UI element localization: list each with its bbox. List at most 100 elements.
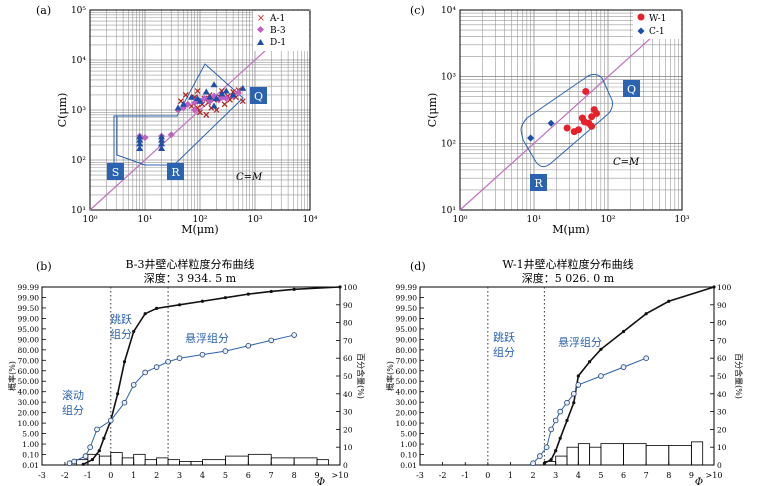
probability-point xyxy=(530,460,536,467)
legend-item-d1: D-1 xyxy=(270,38,286,48)
left-tick-label: 99.00 xyxy=(18,314,40,323)
histogram-bar xyxy=(316,459,329,466)
panel-label-d: (d) xyxy=(410,260,426,273)
point-W-1 xyxy=(563,124,571,132)
probability-point xyxy=(165,358,171,365)
probability-point xyxy=(548,426,554,433)
point-W-1 xyxy=(580,118,588,126)
y-tick-label: 10¹ xyxy=(71,206,86,216)
histogram-d xyxy=(543,441,704,466)
point-C-1 xyxy=(527,134,535,142)
y-tick-label: 10² xyxy=(71,156,86,166)
probability-point xyxy=(94,426,100,433)
point-D-1 xyxy=(239,84,247,91)
y-tick-label: 10¹ xyxy=(441,206,456,216)
boundary-c xyxy=(520,73,613,168)
right-tick-label: 70 xyxy=(343,336,353,345)
right-tick-label: 90 xyxy=(717,301,727,310)
ylabel-right-b: 百分含量(%) xyxy=(356,353,366,399)
y-tick-label: 10⁴ xyxy=(441,6,456,16)
title-d: W-1井壁心样粒度分布曲线 xyxy=(502,257,633,271)
histogram-bar xyxy=(98,455,112,466)
histogram-bar xyxy=(577,443,591,466)
histogram-bar xyxy=(566,446,579,466)
right-tick-label: 90 xyxy=(343,301,353,310)
left-tick-label: 99.90 xyxy=(18,293,40,302)
histogram-bar xyxy=(589,446,602,466)
probability-point xyxy=(71,458,77,465)
probability-point xyxy=(121,399,128,406)
point-D-1 xyxy=(187,93,195,100)
panel-b: (b) B-3井壁心样粒度分布曲线 深度：3 934. 5 m 0.010.10… xyxy=(7,257,366,486)
histogram-bar xyxy=(645,445,670,466)
x-tick-label: 10³ xyxy=(247,215,262,225)
right-tick-label: 100 xyxy=(717,283,732,292)
plot-frame xyxy=(419,286,715,466)
xlabel-c: M(μm) xyxy=(552,223,589,236)
ylabel-c: C(μm) xyxy=(426,93,439,128)
histogram-bar xyxy=(202,459,226,466)
left-tick-label: 99.50 xyxy=(396,304,418,313)
x-tick-label: 2 xyxy=(531,471,536,480)
point-D-1 xyxy=(136,144,144,151)
cumulative-point xyxy=(155,306,159,310)
point-A-1 xyxy=(239,98,246,105)
panel-label-b: (b) xyxy=(36,260,52,273)
probability-fit-line xyxy=(69,334,295,464)
x-tick-label: 1 xyxy=(131,471,136,480)
left-tick-label: 0.01 xyxy=(400,461,417,470)
cumulative-point xyxy=(588,360,592,364)
points-a xyxy=(136,81,247,151)
point-D-1 xyxy=(179,100,187,107)
cumulative-point xyxy=(542,461,546,465)
cumulative-point xyxy=(565,418,569,423)
x-tick-label: 2 xyxy=(154,471,159,480)
title-b: B-3井壁心样粒度分布曲线 xyxy=(125,257,254,271)
left-tick-label: 95.00 xyxy=(18,325,40,334)
histogram-bar xyxy=(133,453,146,466)
probability-point xyxy=(87,444,93,451)
histogram-bar xyxy=(110,452,123,466)
probability-point xyxy=(199,351,206,358)
x-tick-label: -1 xyxy=(461,471,469,480)
left-tick-label: 60.00 xyxy=(18,367,40,376)
svg-text:×: × xyxy=(257,13,265,24)
cumulative-point xyxy=(97,449,101,453)
point-A-1 xyxy=(182,92,189,98)
cumulative-point xyxy=(549,458,553,462)
frame-c xyxy=(459,9,683,211)
ylabel-a: C(μm) xyxy=(56,93,69,128)
histogram-bar xyxy=(270,457,295,466)
cumulative-point xyxy=(292,287,296,291)
cumulative-point xyxy=(223,296,227,300)
y-tick-label: 10⁵ xyxy=(71,6,86,16)
probability-point xyxy=(557,408,564,415)
cumulative-point xyxy=(122,360,127,364)
cumulative-point xyxy=(200,299,205,303)
point-D-1 xyxy=(202,88,210,95)
ylabel-left-b: 概率(%) xyxy=(7,361,17,391)
xlabel-d: Φ xyxy=(695,477,703,486)
x-tick-label: 10² xyxy=(600,215,615,225)
probability-point xyxy=(570,390,577,397)
left-tick-label: 10.00 xyxy=(18,419,40,428)
point-W-1 xyxy=(588,122,596,130)
cumulative-point xyxy=(269,289,273,294)
histogram-bar xyxy=(668,445,692,466)
point-A-1 xyxy=(203,111,210,118)
cumulative-point xyxy=(599,347,603,351)
x-tick-label: 10⁰ xyxy=(452,215,467,225)
histogram-bar xyxy=(690,441,704,466)
point-D-1 xyxy=(136,136,144,143)
left-tick-label: 30.00 xyxy=(396,398,418,407)
point-D-1 xyxy=(213,94,221,101)
x-tick-label: -2 xyxy=(61,471,69,480)
x-tick-label: 8 xyxy=(292,471,297,480)
x-tick-label: 1 xyxy=(508,471,513,480)
diagonal-label-c: C=M xyxy=(613,157,640,168)
histogram-bar xyxy=(121,457,135,466)
cumulative-point xyxy=(558,436,562,440)
point-D-1 xyxy=(136,133,144,140)
